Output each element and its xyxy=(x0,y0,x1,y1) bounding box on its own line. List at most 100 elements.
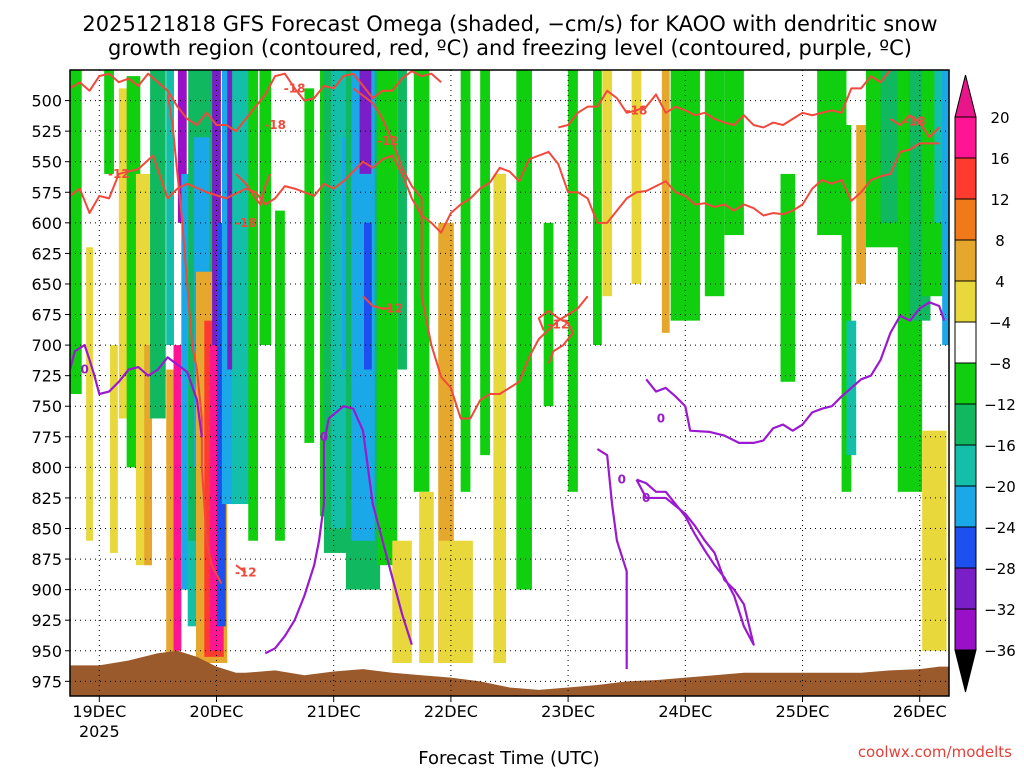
omega-column-70 xyxy=(922,430,947,651)
dgz-label-4: -12 xyxy=(235,566,257,580)
omega-column-28 xyxy=(304,88,315,443)
colorbar-swatch-11 xyxy=(954,567,977,610)
colorbar-swatch-3 xyxy=(954,239,977,282)
colorbar-label-0: 20 xyxy=(990,109,1009,127)
y-tick-label-775: 775 xyxy=(31,428,62,447)
colorbar-label-2: 12 xyxy=(990,191,1009,209)
dgz-line-5 xyxy=(352,87,589,420)
omega-column-19 xyxy=(212,70,221,468)
dgz-label-9: -18 xyxy=(904,114,926,128)
omega-column-69 xyxy=(942,70,949,346)
colorbar-swatch-6 xyxy=(954,362,977,405)
plot-frame xyxy=(69,69,950,697)
omega-column-2 xyxy=(104,70,114,174)
omega-column-45 xyxy=(460,70,471,492)
x-tick-sublabel-19DEC: 2025 xyxy=(79,722,120,741)
chart-title-line2: growth region (contoured, red, ºC) and f… xyxy=(108,36,912,60)
omega-column-36 xyxy=(359,70,372,174)
colorbar-label-13: −36 xyxy=(984,642,1016,660)
omega-column-35 xyxy=(351,70,375,541)
colorbar-label-1: 16 xyxy=(990,150,1009,168)
colorbar-label-8: −16 xyxy=(984,437,1016,455)
frz-line-1 xyxy=(264,405,413,655)
x-tick-label-22DEC: 22DEC xyxy=(424,702,478,721)
omega-column-44 xyxy=(438,540,473,663)
omega-shading xyxy=(70,70,949,663)
y-tick-label-500: 500 xyxy=(31,92,62,111)
dgz-label-0: -12 xyxy=(108,167,130,181)
y-tick-label-625: 625 xyxy=(31,244,62,263)
colorbar-swatch-7 xyxy=(954,403,977,446)
omega-column-24 xyxy=(232,70,250,505)
y-tick-label-850: 850 xyxy=(31,519,62,538)
omega-column-21 xyxy=(216,222,226,627)
colorbar-swatch-10 xyxy=(954,526,977,569)
omega-column-25 xyxy=(248,70,259,541)
y-axis: 500 525 550 575 600 625 650 675 700 725 750 775 800 8… xyxy=(31,92,70,691)
colorbar-swatch-4 xyxy=(954,280,977,323)
chart-title-line1: 2025121818 GFS Forecast Omega (shaded, −… xyxy=(82,12,937,36)
colorbar-label-11: −28 xyxy=(984,560,1016,578)
colorbar-cap-bottom xyxy=(954,649,977,693)
y-tick-label-825: 825 xyxy=(31,489,62,508)
frz-line-0 xyxy=(70,343,203,437)
omega-column-47 xyxy=(493,173,507,663)
frz-label-1: 0 xyxy=(320,430,328,444)
colorbar: 20 16 12 8 4 −4 −8 −12 −16 −20 −24 −28 −32 −36 xyxy=(954,74,1016,693)
colorbar-label-12: −32 xyxy=(984,601,1016,619)
dgz-label-6: -12 xyxy=(547,317,569,331)
omega-column-53 xyxy=(631,70,642,284)
colorbar-swatch-0 xyxy=(954,116,977,159)
y-tick-label-650: 650 xyxy=(31,275,62,294)
dgz-line-1 xyxy=(70,70,442,133)
credit-text: coolwx.com/modelts xyxy=(858,743,1012,761)
omega-column-62 xyxy=(856,125,866,284)
omega-column-27 xyxy=(275,210,285,541)
omega-column-64 xyxy=(880,70,901,223)
colorbar-label-3: 8 xyxy=(995,232,1005,250)
y-tick-label-550: 550 xyxy=(31,153,62,172)
freezing-contours: 0 0 0 0 0 xyxy=(70,301,946,670)
omega-column-42 xyxy=(419,491,434,663)
omega-column-23 xyxy=(227,70,236,370)
x-tick-label-24DEC: 24DEC xyxy=(658,702,712,721)
omega-column-51 xyxy=(593,70,602,346)
x-tick-label-21DEC: 21DEC xyxy=(307,702,361,721)
y-tick-label-575: 575 xyxy=(31,183,62,202)
dgz-line-8 xyxy=(558,70,892,129)
omega-column-58 xyxy=(780,173,796,382)
y-tick-label-675: 675 xyxy=(31,306,62,325)
frz-label-4: 0 xyxy=(642,491,650,505)
x-tick-label-23DEC: 23DEC xyxy=(541,702,595,721)
omega-column-37 xyxy=(363,222,372,370)
omega-column-0 xyxy=(70,70,82,395)
omega-column-8 xyxy=(150,70,166,419)
y-tick-label-975: 975 xyxy=(31,672,62,691)
dgz-line-3 xyxy=(166,94,223,584)
omega-column-48 xyxy=(516,70,532,590)
omega-column-7 xyxy=(144,345,153,566)
omega-column-39 xyxy=(397,70,407,370)
dgz-label-5: -12 xyxy=(377,134,399,148)
omega-column-13 xyxy=(181,173,194,590)
dgz-label-2: -18 xyxy=(264,118,286,132)
x-tick-label-20DEC: 20DEC xyxy=(190,702,244,721)
y-tick-label-900: 900 xyxy=(31,581,62,600)
colorbar-cap-top xyxy=(954,74,977,118)
frz-label-2: 0 xyxy=(618,473,626,487)
colorbar-label-7: −12 xyxy=(984,396,1016,414)
x-tick-label-19DEC: 19DEC xyxy=(72,702,126,721)
omega-column-38 xyxy=(377,70,398,566)
omega-column-52 xyxy=(602,70,613,297)
x-tick-label-25DEC: 25DEC xyxy=(776,702,830,721)
colorbar-label-4: 4 xyxy=(995,273,1005,291)
frz-line-3 xyxy=(645,301,946,445)
y-tick-label-925: 925 xyxy=(31,611,62,630)
colorbar-label-10: −24 xyxy=(984,519,1016,537)
y-tick-label-950: 950 xyxy=(31,642,62,661)
y-tick-label-800: 800 xyxy=(31,458,62,477)
colorbar-label-6: −8 xyxy=(989,355,1011,373)
omega-column-26 xyxy=(259,70,272,346)
